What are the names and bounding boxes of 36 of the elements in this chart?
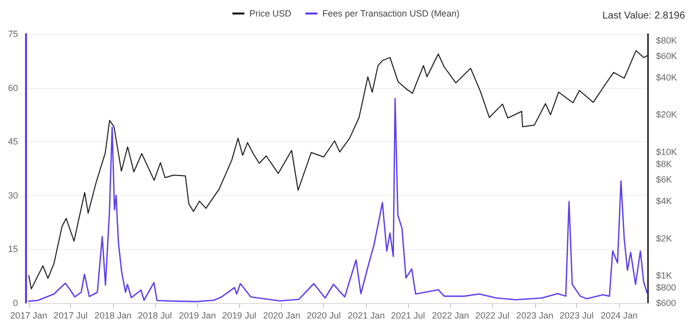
y2-tick-label: $8K	[656, 158, 672, 169]
legend-label: Price USD	[249, 8, 292, 18]
text: Last Value: 2.8196	[602, 10, 686, 22]
y2-tick-label: $800	[656, 282, 676, 293]
legend-label: Fees per Transaction USD (Mean)	[322, 8, 460, 18]
x-tick-label: 2022 Jul	[475, 310, 510, 320]
y-tick-label: 60	[8, 82, 18, 93]
x-tick-label: 2017 Jan	[10, 310, 48, 320]
y2-tick-label: $60K	[656, 50, 678, 61]
x-tick-label: 2021 Jul	[391, 310, 426, 320]
y2-tick-label: $2K	[656, 233, 672, 244]
y2-tick-label: $600	[656, 298, 676, 308]
y-tick-label: 0	[12, 298, 18, 308]
x-tick-label: 2019 Jan	[178, 310, 216, 320]
y2-tick-label: $10K	[656, 146, 678, 157]
x-tick-label: 2021 Jan	[348, 310, 385, 320]
x-tick-label: 2020 Jul	[306, 310, 341, 320]
y2-tick-label: $20K	[656, 110, 678, 120]
x-tick-label: 2020 Jan	[263, 310, 300, 320]
y2-tick-label: $1K	[656, 270, 672, 281]
x-tick-label: 2024 Jan	[600, 310, 638, 320]
x-tick-label: 2018 Jan	[94, 310, 132, 320]
x-tick-label: 2022 Jan	[432, 310, 470, 320]
y-tick-label: 45	[8, 136, 18, 147]
x-tick-label: 2023 Jan	[516, 310, 554, 320]
x-tick-label: 2018 Jul	[138, 310, 172, 320]
x-tick-label: 2023 Jul	[560, 310, 594, 320]
y2-tick-label: $40K	[656, 72, 678, 83]
y2-tick-label: $80K	[656, 35, 678, 46]
y2-tick-label: $4K	[656, 196, 672, 206]
y-tick-label: 30	[8, 190, 18, 200]
x-tick-label: 2017 Jul	[54, 310, 88, 320]
x-tick-label: 2019 Jul	[222, 310, 256, 320]
y-tick-label: 15	[8, 244, 18, 254]
y-tick-label: 75	[8, 29, 18, 39]
y2-tick-label: $6K	[656, 174, 672, 184]
